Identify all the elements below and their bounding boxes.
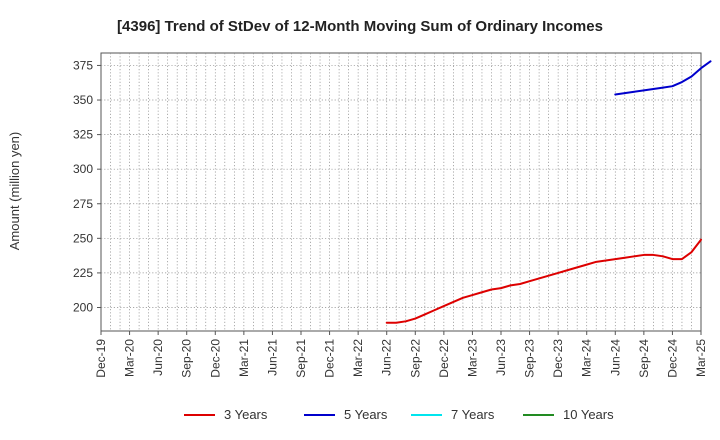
plot-area [100, 52, 702, 332]
x-tick-label: Mar-25 [694, 339, 708, 377]
x-tick-label: Mar-23 [465, 339, 479, 377]
series-line-3-years [385, 238, 702, 324]
x-tick-label: Jun-22 [380, 339, 394, 376]
y-tick-label: 300 [73, 162, 93, 176]
legend: 3 Years 5 Years 7 Years 10 Years [184, 407, 614, 422]
x-tick-label: Mar-24 [580, 339, 594, 377]
legend-label-3-years: 3 Years [224, 407, 268, 422]
x-tick-label: Dec-19 [94, 339, 108, 378]
chart-title: [4396] Trend of StDev of 12-Month Moving… [117, 18, 603, 35]
x-tick-label: Jun-23 [494, 339, 508, 376]
x-tick-label: Sep-24 [637, 339, 651, 378]
legend-label-7-years: 7 Years [451, 407, 495, 422]
x-tick-label: Sep-21 [294, 339, 308, 378]
y-tick-label: 325 [73, 128, 93, 142]
x-tick-label: Dec-23 [551, 339, 565, 378]
y-tick-label: 225 [73, 266, 93, 280]
x-tick-label: Dec-24 [665, 339, 679, 378]
legend-label-5-years: 5 Years [344, 407, 388, 422]
x-tick-label: Sep-23 [523, 339, 537, 378]
y-tick-label: 200 [73, 300, 93, 314]
x-tick-label: Dec-21 [323, 339, 337, 378]
legend-label-10-years: 10 Years [563, 407, 614, 422]
x-tick-label: Sep-20 [180, 339, 194, 378]
y-tick-label: 275 [73, 197, 93, 211]
x-tick-label: Dec-20 [208, 339, 222, 378]
x-tick-label: Sep-22 [408, 339, 422, 378]
y-tick-label: 250 [73, 231, 93, 245]
x-tick-label: Mar-22 [351, 339, 365, 377]
y-tick-label: 375 [73, 58, 93, 72]
y-axis-label: Amount (million yen) [7, 132, 22, 251]
x-tick-label: Dec-22 [437, 339, 451, 378]
x-tick-label: Jun-20 [151, 339, 165, 376]
y-tick-label: 350 [73, 93, 93, 107]
series-line-5-years [614, 60, 712, 96]
x-tick-label: Mar-20 [123, 339, 137, 377]
x-tick-label: Jun-21 [265, 339, 279, 376]
x-tick-label: Jun-24 [608, 339, 622, 376]
x-tick-label: Mar-21 [237, 339, 251, 377]
